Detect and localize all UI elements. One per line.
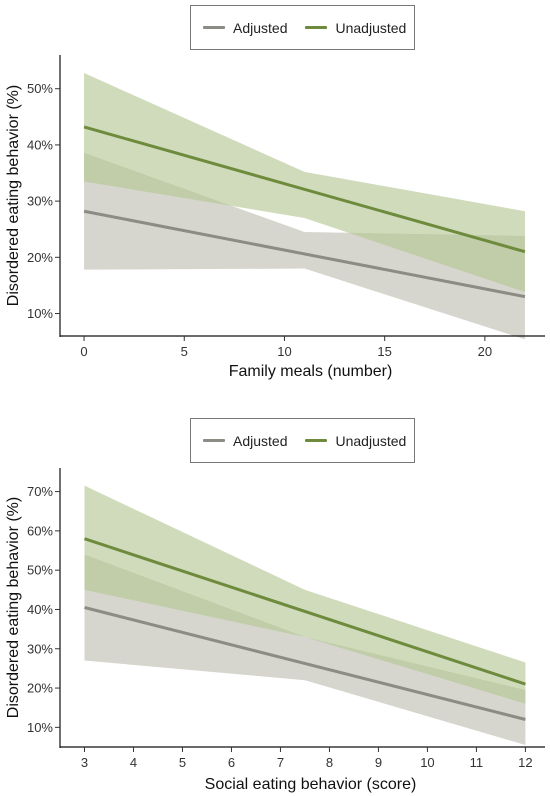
x-tick-label: 4: [130, 755, 137, 770]
x-axis-title: Family meals (number): [229, 363, 393, 380]
x-tick-label: 20: [478, 344, 492, 359]
x-tick-label: 6: [228, 755, 235, 770]
legend-label-adjusted: Adjusted: [233, 19, 288, 36]
ci-band-unadjusted: [84, 72, 525, 293]
y-axis-title: Disordered eating behavior (%): [5, 497, 22, 718]
y-tick-label: 20%: [27, 250, 53, 265]
x-tick-label: 9: [375, 755, 382, 770]
chart-social-eating: 3 4 5 6 7 8 9 10 11 12 10% 20% 30% 40% 50% 60% 70% Social…: [5, 468, 545, 793]
y-tick-label: 30%: [27, 194, 53, 209]
x-tick-label: 5: [181, 344, 188, 359]
series-line-unadjusted: [84, 537, 526, 686]
legend-2: Adjusted Unadjusted: [190, 418, 415, 463]
y-tick-label: 10%: [27, 306, 53, 321]
legend-swatch-unadjusted: [305, 26, 328, 29]
y-tick-label: 50%: [27, 81, 53, 96]
y-tick-label: 60%: [27, 523, 53, 538]
y-tick-label: 10%: [27, 720, 53, 735]
x-tick-label: 15: [377, 344, 391, 359]
x-tick-label: 8: [326, 755, 333, 770]
legend-swatch-adjusted: [203, 26, 225, 29]
series-line-adjusted: [83, 209, 526, 299]
y-tick-label: 70%: [27, 484, 53, 499]
legend-label-unadjusted: Unadjusted: [335, 19, 407, 36]
x-tick-label: 10: [420, 755, 434, 770]
legend-item-unadjusted: Unadjusted: [305, 20, 406, 36]
y-axis-title: Disordered eating behavior (%): [5, 85, 22, 306]
x-tick-label: 5: [179, 755, 186, 770]
series-line-adjusted: [84, 606, 526, 721]
x-tick-label: 3: [81, 755, 88, 770]
x-tick-label: 7: [277, 755, 284, 770]
legend-1: Adjusted Unadjusted: [190, 5, 415, 50]
legend-item-adjusted: Adjusted: [203, 433, 287, 449]
x-axis-title: Social eating behavior (score): [205, 776, 417, 793]
y-tick-label: 50%: [27, 563, 53, 578]
legend-label-adjusted: Adjusted: [233, 432, 288, 449]
y-tick-label: 40%: [27, 137, 53, 152]
chart-family-meals: 0 5 10 15 20 10% 20% 30% 40% 50% Family meals (num…: [5, 55, 545, 380]
legend-label-unadjusted: Unadjusted: [335, 432, 407, 449]
legend-swatch-adjusted: [203, 439, 225, 442]
x-tick-label: 12: [518, 755, 532, 770]
legend-swatch-unadjusted: [305, 439, 328, 442]
series-line-unadjusted: [83, 125, 526, 254]
y-tick-label: 40%: [27, 602, 53, 617]
x-tick-label: 11: [470, 755, 484, 770]
x-tick-label: 10: [277, 344, 291, 359]
y-tick-label: 20%: [27, 681, 53, 696]
legend-item-adjusted: Adjusted: [203, 20, 287, 36]
x-tick-label: 0: [80, 344, 87, 359]
legend-item-unadjusted: Unadjusted: [305, 433, 406, 449]
y-tick-label: 30%: [27, 641, 53, 656]
